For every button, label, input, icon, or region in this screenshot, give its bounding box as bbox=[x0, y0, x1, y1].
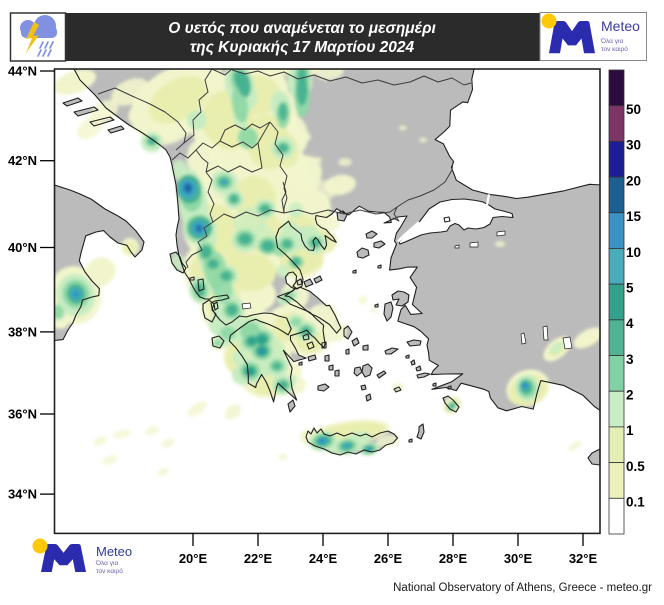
svg-text:30: 30 bbox=[626, 138, 641, 153]
svg-text:της Κυριακής 17 Μαρτίου 2024: της Κυριακής 17 Μαρτίου 2024 bbox=[190, 39, 415, 56]
svg-text:10: 10 bbox=[626, 245, 641, 260]
svg-text:42°N: 42°N bbox=[8, 153, 37, 168]
svg-text:40°N: 40°N bbox=[8, 240, 37, 255]
svg-text:34°N: 34°N bbox=[8, 487, 37, 502]
svg-text:32°E: 32°E bbox=[569, 551, 598, 566]
svg-text:36°N: 36°N bbox=[8, 407, 37, 422]
svg-text:0.5: 0.5 bbox=[626, 459, 645, 474]
svg-text:1: 1 bbox=[626, 423, 634, 438]
svg-text:24°E: 24°E bbox=[309, 551, 338, 566]
svg-text:τον καιρό: τον καιρό bbox=[96, 567, 123, 575]
svg-text:Όλα για: Όλα για bbox=[95, 560, 118, 567]
svg-text:Ο υετός που αναμένεται το μεση: Ο υετός που αναμένεται το μεσημέρι bbox=[168, 20, 436, 37]
svg-text:0.1: 0.1 bbox=[626, 495, 645, 510]
svg-text:Όλα για: Όλα για bbox=[600, 38, 623, 45]
svg-text:5: 5 bbox=[626, 281, 634, 296]
svg-text:26°E: 26°E bbox=[374, 551, 403, 566]
svg-text:15: 15 bbox=[626, 209, 642, 224]
svg-text:τον καιρό: τον καιρό bbox=[601, 45, 628, 53]
svg-text:38°N: 38°N bbox=[8, 324, 37, 339]
svg-text:30°E: 30°E bbox=[504, 551, 533, 566]
svg-text:20: 20 bbox=[626, 173, 641, 188]
svg-text:22°E: 22°E bbox=[244, 551, 273, 566]
svg-text:20°E: 20°E bbox=[179, 551, 208, 566]
svg-text:Meteo: Meteo bbox=[96, 544, 132, 559]
svg-text:Meteo: Meteo bbox=[601, 18, 640, 34]
svg-text:National Observatory of Athens: National Observatory of Athens, Greece -… bbox=[393, 582, 652, 594]
svg-text:28°E: 28°E bbox=[439, 551, 468, 566]
svg-text:2: 2 bbox=[626, 388, 634, 403]
svg-text:44°N: 44°N bbox=[8, 64, 37, 79]
svg-text:50: 50 bbox=[626, 102, 641, 117]
svg-text:3: 3 bbox=[626, 352, 634, 367]
svg-text:4: 4 bbox=[626, 316, 634, 331]
